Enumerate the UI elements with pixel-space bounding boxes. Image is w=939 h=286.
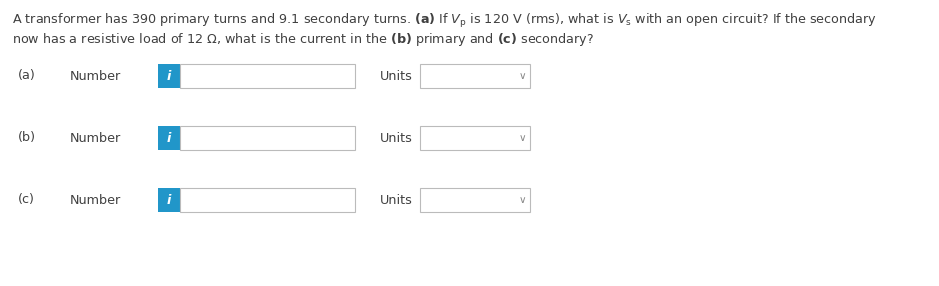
Text: i: i	[167, 194, 171, 206]
Text: i: i	[167, 69, 171, 82]
Text: (c): (c)	[18, 194, 35, 206]
Text: Number: Number	[70, 132, 121, 144]
Text: ∨: ∨	[518, 71, 526, 81]
Text: now has a resistive load of 12 $\Omega$, what is the current in the $\mathbf{(b): now has a resistive load of 12 $\Omega$,…	[12, 31, 594, 48]
Bar	[420, 188, 530, 212]
Bar	[180, 188, 355, 212]
Bar	[180, 64, 355, 88]
Bar	[420, 126, 530, 150]
Text: A transformer has 390 primary turns and 9.1 secondary turns. $\mathbf{(a)}$ If $: A transformer has 390 primary turns and …	[12, 12, 877, 30]
Text: (b): (b)	[18, 132, 36, 144]
Text: (a): (a)	[18, 69, 36, 82]
Text: i: i	[167, 132, 171, 144]
Text: ∨: ∨	[518, 195, 526, 205]
Bar	[158, 126, 180, 150]
Bar	[158, 64, 180, 88]
Bar	[420, 64, 530, 88]
Text: Units: Units	[380, 69, 413, 82]
Text: ∨: ∨	[518, 133, 526, 143]
Bar	[180, 126, 355, 150]
Bar	[158, 188, 180, 212]
Text: Units: Units	[380, 194, 413, 206]
Text: Number: Number	[70, 69, 121, 82]
Text: Number: Number	[70, 194, 121, 206]
Text: Units: Units	[380, 132, 413, 144]
